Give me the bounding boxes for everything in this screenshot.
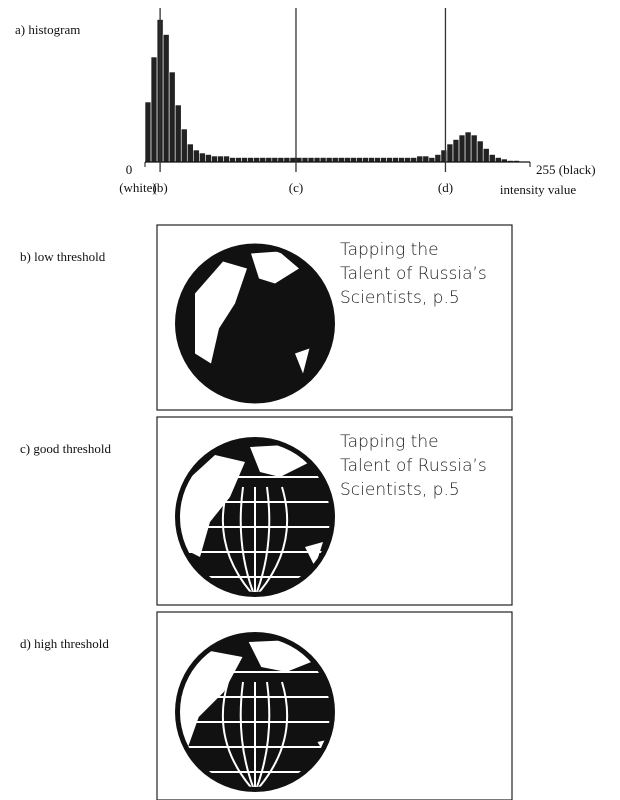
histogram-bar xyxy=(265,157,273,163)
threshold-label: (c) xyxy=(289,180,303,195)
histogram-bar xyxy=(380,157,387,163)
histogram-bar xyxy=(205,154,212,163)
histogram-bar xyxy=(283,157,291,163)
panel-headline: Tapping the xyxy=(340,432,439,452)
histogram-bar xyxy=(235,157,242,163)
histogram-bar xyxy=(428,157,436,163)
histogram-bar xyxy=(253,157,261,163)
histogram-bar xyxy=(410,157,418,163)
histogram-bar xyxy=(319,157,327,163)
panel-headline: Tapping the xyxy=(340,240,439,260)
x-tick-label: 255 (black) xyxy=(536,162,596,177)
histogram-bar xyxy=(301,157,309,163)
meridian xyxy=(239,486,256,592)
meridian xyxy=(254,486,271,592)
histogram-bar xyxy=(356,157,363,163)
histogram-bar xyxy=(404,157,412,163)
continent xyxy=(180,455,245,557)
histogram-bar xyxy=(494,157,502,163)
histogram-bar xyxy=(464,131,472,163)
meridian xyxy=(254,486,289,592)
histogram-bar xyxy=(186,143,194,163)
meridian xyxy=(221,486,256,592)
continent xyxy=(251,251,299,284)
histogram-bar xyxy=(386,157,393,163)
histogram-bar xyxy=(277,157,285,163)
histogram-bar xyxy=(307,157,315,163)
histogram-bar xyxy=(144,101,152,163)
histogram-bar xyxy=(470,134,478,163)
histogram-bar xyxy=(229,157,236,163)
histogram-bar xyxy=(343,157,351,163)
histogram-bar xyxy=(446,143,454,163)
histogram-bar xyxy=(223,155,230,163)
histogram-bar xyxy=(313,157,321,163)
histogram-bar xyxy=(476,140,484,163)
histogram-bar xyxy=(488,154,496,163)
histogram-bar xyxy=(271,157,279,163)
histogram-bar xyxy=(193,149,200,163)
chart-title: a) histogram xyxy=(15,22,80,37)
continents xyxy=(195,251,310,374)
x-start-note: (white) xyxy=(119,180,157,195)
threshold-label: (b) xyxy=(153,180,168,195)
histogram-bar xyxy=(211,155,218,163)
histogram-bar xyxy=(392,157,399,163)
histogram-bar xyxy=(241,157,248,163)
globe xyxy=(175,243,335,404)
histogram-bar xyxy=(422,155,430,163)
histogram-bar xyxy=(452,139,460,163)
meridian xyxy=(239,681,256,787)
meridian xyxy=(221,681,256,787)
meridian xyxy=(254,681,271,787)
panel-headline: Scientists, p.5 xyxy=(340,288,460,308)
histogram-bar xyxy=(434,154,442,163)
x-tick-label: 0 xyxy=(126,162,133,177)
histogram-bar xyxy=(362,157,369,163)
histogram-bar xyxy=(337,157,345,163)
histogram-bar xyxy=(368,157,375,163)
panel-headline: Scientists, p.5 xyxy=(340,480,460,500)
histogram-bar xyxy=(331,157,339,163)
histogram-bar xyxy=(398,157,405,163)
x-axis-label: intensity value xyxy=(500,182,576,197)
histogram-bar xyxy=(458,134,466,163)
histogram-bar xyxy=(174,104,182,163)
histogram-bar xyxy=(289,157,297,163)
histogram-bar xyxy=(374,157,381,163)
panel-headline: Talent of Russia’s xyxy=(340,264,487,284)
histogram-bar xyxy=(162,34,170,163)
histogram-bar xyxy=(325,157,333,163)
histogram-bar xyxy=(295,157,303,163)
threshold-label: (d) xyxy=(438,180,453,195)
histogram-bar xyxy=(217,155,224,163)
continent xyxy=(305,542,323,567)
histogram-bar xyxy=(247,157,255,163)
histogram-bar xyxy=(416,155,424,163)
panel-headline: Talent of Russia’s xyxy=(340,456,487,476)
histogram-bar xyxy=(259,157,267,163)
continent xyxy=(195,261,247,364)
histogram-bar xyxy=(180,128,188,163)
globe xyxy=(175,437,335,597)
histogram-bar xyxy=(168,71,176,163)
panel-label: b) low threshold xyxy=(20,249,106,264)
meridian xyxy=(254,681,289,787)
globe-grid xyxy=(180,671,330,787)
histogram-bar xyxy=(482,148,490,163)
histogram-bar xyxy=(199,152,206,163)
histogram-bar xyxy=(150,56,158,163)
panel-label: d) high threshold xyxy=(20,636,109,651)
histogram-bar xyxy=(350,157,357,163)
panel-label: c) good threshold xyxy=(20,441,111,456)
continent xyxy=(295,348,310,374)
